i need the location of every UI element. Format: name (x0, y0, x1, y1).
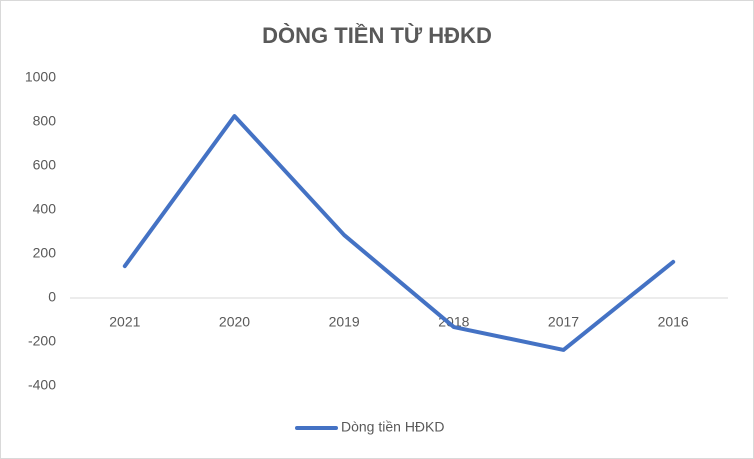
x-tick-label: 2018 (438, 314, 469, 330)
legend-label: Dòng tiền HĐKD (341, 419, 445, 435)
x-tick-label: 2016 (658, 314, 689, 330)
line (122, 114, 676, 352)
x-tick-label: 2021 (109, 314, 140, 330)
y-tick-label: 0 (48, 289, 56, 305)
y-tick-label: 400 (33, 201, 57, 217)
x-tick-label: 2019 (329, 314, 360, 330)
y-tick-label: 1000 (25, 69, 56, 85)
y-tick-label: 600 (33, 157, 57, 173)
x-tick-label: 2017 (548, 314, 579, 330)
y-tick-label: -200 (28, 333, 56, 349)
chart-title: DÒNG TIỀN TỪ HĐKD (262, 23, 492, 48)
y-tick-label: 800 (33, 113, 57, 129)
x-tick-label: 2020 (219, 314, 250, 330)
y-tick-label: -400 (28, 377, 56, 393)
y-tick-label: 200 (33, 245, 57, 261)
